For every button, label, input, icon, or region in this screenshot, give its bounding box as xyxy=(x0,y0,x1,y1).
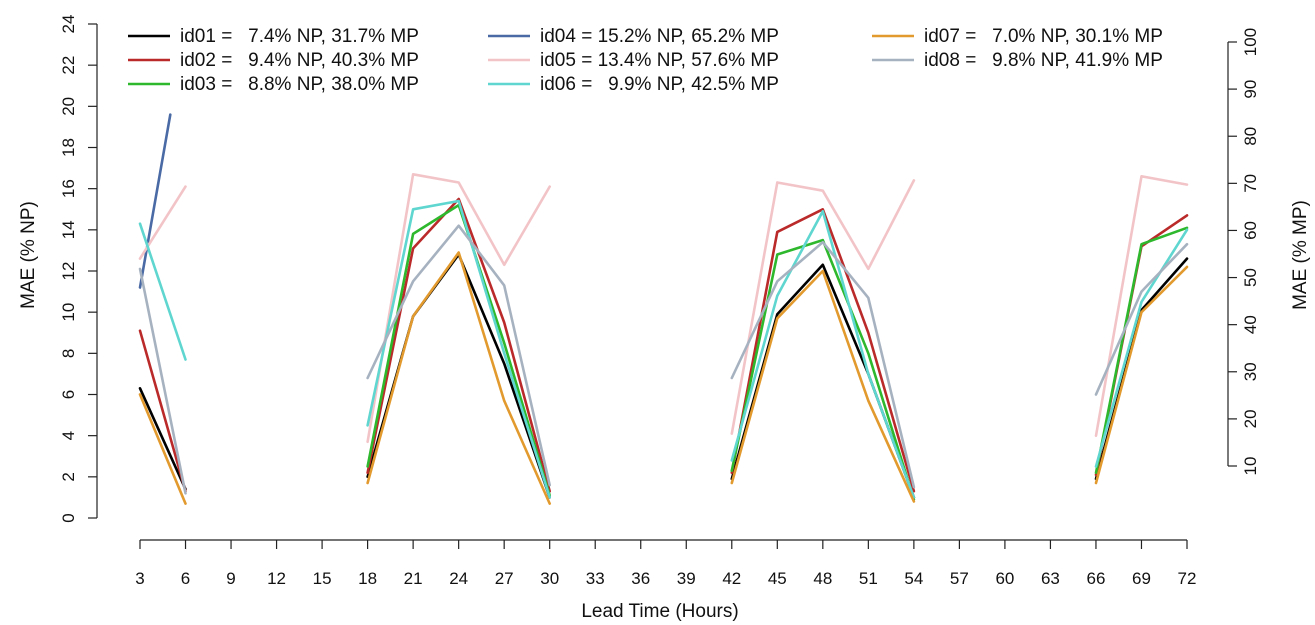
x-tick-label: 27 xyxy=(495,569,514,588)
y-tick-label: 8 xyxy=(59,349,78,358)
series-id01 xyxy=(138,253,1189,499)
x-tick-label: 63 xyxy=(1041,569,1060,588)
x-tick-label: 60 xyxy=(995,569,1014,588)
legend-label-id03: id03 = 8.8% NP, 38.0% MP xyxy=(180,74,419,95)
y2-tick-label: 50 xyxy=(1241,268,1260,287)
y2-tick-label: 30 xyxy=(1241,362,1260,381)
series-line-id08 xyxy=(366,224,552,487)
x-tick-label: 30 xyxy=(540,569,559,588)
series-id04 xyxy=(138,113,172,289)
series-line-id05 xyxy=(1094,175,1189,438)
series-id08 xyxy=(138,224,1189,495)
series-line-id01 xyxy=(138,386,187,491)
y2-tick-label: 90 xyxy=(1241,80,1260,99)
x-tick-label: 24 xyxy=(449,569,468,588)
series-line-id03 xyxy=(366,203,552,497)
series-line-id02 xyxy=(366,197,552,493)
series-line-id07 xyxy=(366,251,552,505)
y-tick-label: 6 xyxy=(59,390,78,399)
series-id05 xyxy=(138,173,1189,444)
y2-tick-label: 10 xyxy=(1241,457,1260,476)
series-line-id06 xyxy=(366,199,552,499)
x-tick-label: 66 xyxy=(1086,569,1105,588)
y-tick-label: 24 xyxy=(59,15,78,34)
series-id02 xyxy=(138,197,1189,493)
y-tick-label: 0 xyxy=(59,513,78,522)
x-tick-label: 57 xyxy=(950,569,969,588)
y-tick-label: 16 xyxy=(59,179,78,198)
series-line-id05 xyxy=(366,173,552,444)
x-tick-label: 33 xyxy=(586,569,605,588)
x-tick-label: 18 xyxy=(358,569,377,588)
x-tick-label: 3 xyxy=(135,569,144,588)
series-layer xyxy=(138,113,1189,505)
legend-label-id04: id04 = 15.2% NP, 65.2% MP xyxy=(540,26,779,47)
x-tick-label: 72 xyxy=(1178,569,1197,588)
y-tick-label: 14 xyxy=(59,220,78,239)
x-tick-label: 69 xyxy=(1132,569,1151,588)
x-tick-label: 6 xyxy=(181,569,190,588)
series-id06 xyxy=(138,199,1189,499)
series-id07 xyxy=(138,251,1189,505)
y2-tick-label: 40 xyxy=(1241,315,1260,334)
x-tick-label: 48 xyxy=(813,569,832,588)
series-line-id07 xyxy=(138,393,187,505)
x-tick-label: 21 xyxy=(404,569,423,588)
series-line-id08 xyxy=(1094,242,1189,396)
axes-layer: 3 6 9 12 15 18 21 24 27 30 33 36 39 42 45 48 51 54 57 60 63 6… xyxy=(59,15,1260,588)
series-line-id07 xyxy=(730,269,916,503)
y2-tick-label: 80 xyxy=(1241,127,1260,146)
x-tick-label: 9 xyxy=(226,569,235,588)
legend-label-id07: id07 = 7.0% NP, 30.1% MP xyxy=(924,26,1163,47)
x-tick-label: 36 xyxy=(631,569,650,588)
y2-axis-title: MAE (% MP) xyxy=(1290,200,1311,310)
series-line-id05 xyxy=(730,179,916,435)
x-tick-label: 51 xyxy=(859,569,878,588)
x-tick-label: 15 xyxy=(313,569,332,588)
legend: id01 = 7.4% NP, 31.7% MP id02 = 9.4% NP, … xyxy=(128,26,1163,95)
legend-label-id08: id08 = 9.8% NP, 41.9% MP xyxy=(924,50,1163,71)
legend-label-id06: id06 = 9.9% NP, 42.5% MP xyxy=(540,74,779,95)
y2-tick-label: 70 xyxy=(1241,174,1260,193)
y2-tick-label: 60 xyxy=(1241,221,1260,240)
y-tick-label: 10 xyxy=(59,303,78,322)
y-tick-label: 20 xyxy=(59,97,78,116)
series-line-id02 xyxy=(138,329,187,493)
y-tick-label: 4 xyxy=(59,431,78,440)
series-line-id03 xyxy=(730,238,916,501)
legend-label-id05: id05 = 13.4% NP, 57.6% MP xyxy=(540,50,779,71)
x-tick-label: 39 xyxy=(677,569,696,588)
x-tick-label: 45 xyxy=(768,569,787,588)
series-line-id06 xyxy=(1094,228,1189,468)
x-tick-label: 42 xyxy=(722,569,741,588)
series-line-id06 xyxy=(138,222,187,361)
series-line-id08 xyxy=(138,267,187,495)
y-tick-label: 22 xyxy=(59,56,78,75)
x-tick-label: 12 xyxy=(267,569,286,588)
series-line-id08 xyxy=(730,240,916,489)
legend-label-id01: id01 = 7.4% NP, 31.7% MP xyxy=(180,26,419,47)
y-axis-title: MAE (% NP) xyxy=(18,201,39,309)
y-tick-label: 2 xyxy=(59,472,78,481)
series-line-id06 xyxy=(730,210,916,499)
y2-tick-label: 20 xyxy=(1241,409,1260,428)
x-axis-title: Lead Time (Hours) xyxy=(581,601,738,622)
series-line-id04 xyxy=(138,113,172,289)
y-tick-label: 18 xyxy=(59,138,78,157)
series-line-id03 xyxy=(1094,226,1189,475)
y-tick-label: 12 xyxy=(59,262,78,281)
y2-tick-label: 100 xyxy=(1241,28,1260,56)
x-tick-label: 54 xyxy=(904,569,923,588)
series-line-id07 xyxy=(1094,265,1189,485)
series-line-id02 xyxy=(730,208,916,493)
legend-label-id02: id02 = 9.4% NP, 40.3% MP xyxy=(180,50,419,71)
